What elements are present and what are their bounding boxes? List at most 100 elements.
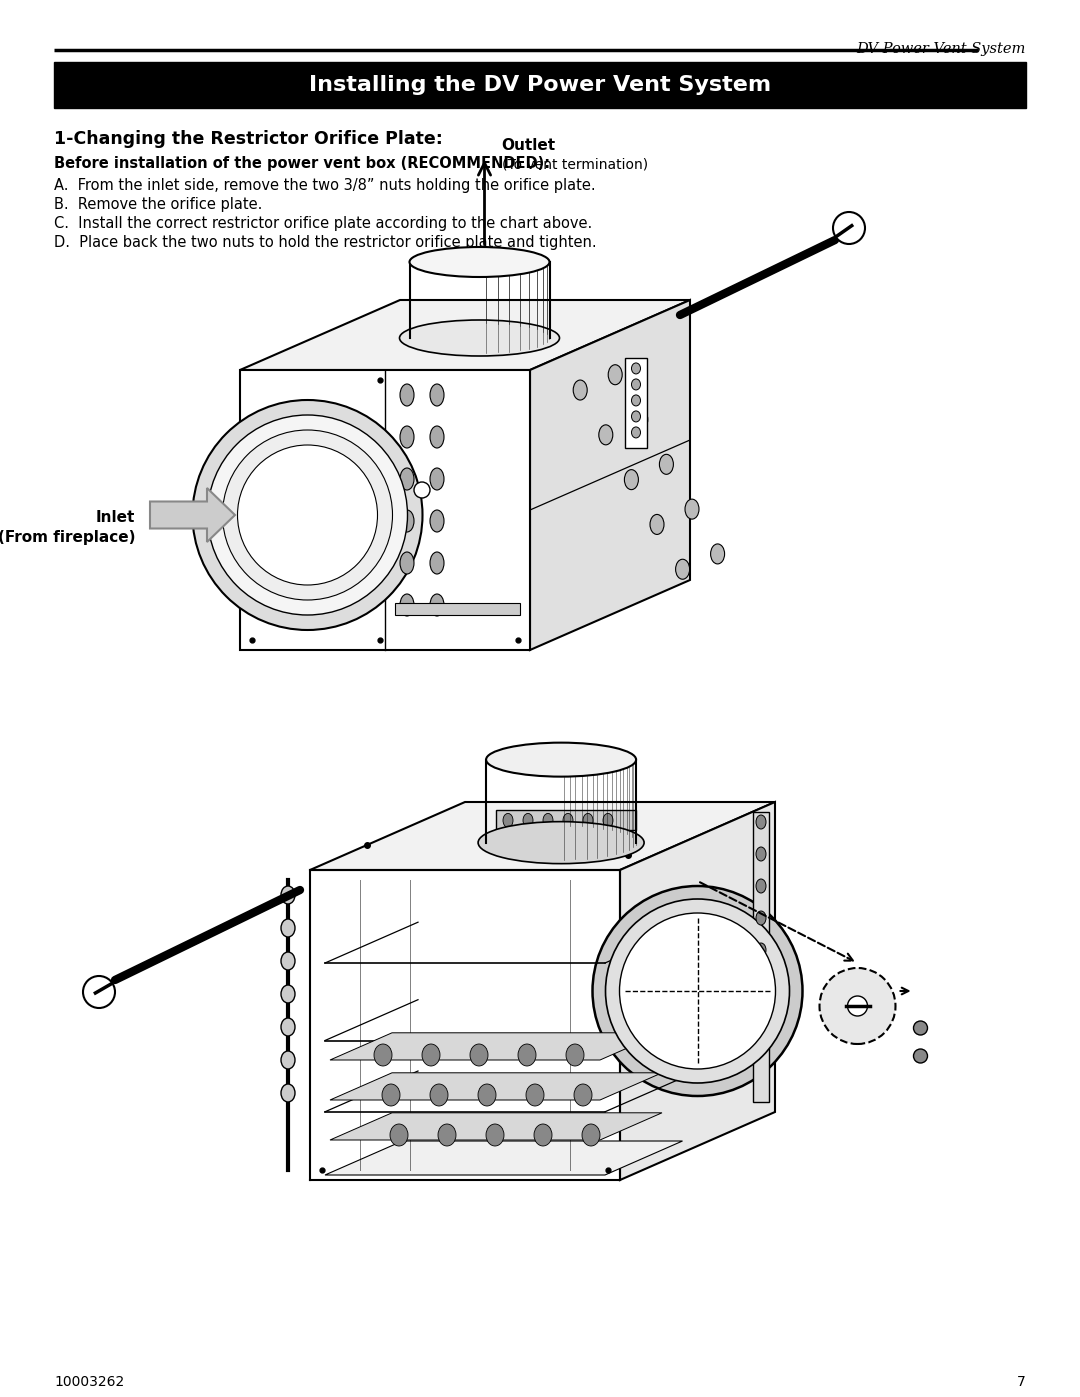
Circle shape — [83, 977, 114, 1009]
Bar — [395, 604, 519, 615]
Ellipse shape — [582, 1125, 600, 1146]
Ellipse shape — [400, 320, 559, 356]
Circle shape — [833, 212, 865, 244]
Ellipse shape — [409, 247, 550, 277]
Ellipse shape — [526, 1084, 544, 1106]
Ellipse shape — [632, 395, 640, 407]
Text: (To vent termination): (To vent termination) — [501, 156, 648, 170]
Ellipse shape — [756, 847, 766, 861]
Ellipse shape — [632, 379, 640, 390]
Polygon shape — [330, 1073, 662, 1099]
Ellipse shape — [563, 813, 573, 827]
Ellipse shape — [573, 380, 588, 400]
Ellipse shape — [478, 1084, 496, 1106]
Text: 1-Changing the Restrictor Orifice Plate:: 1-Changing the Restrictor Orifice Plate: — [54, 130, 443, 148]
Ellipse shape — [438, 1125, 456, 1146]
Ellipse shape — [390, 1125, 408, 1146]
Ellipse shape — [400, 594, 414, 616]
Ellipse shape — [573, 1084, 592, 1106]
Text: B.  Remove the orifice plate.: B. Remove the orifice plate. — [54, 197, 262, 212]
Ellipse shape — [685, 499, 699, 520]
FancyArrow shape — [150, 488, 235, 542]
Ellipse shape — [430, 552, 444, 574]
Ellipse shape — [634, 409, 648, 429]
Circle shape — [593, 886, 802, 1097]
Ellipse shape — [281, 985, 295, 1003]
Ellipse shape — [281, 951, 295, 970]
Ellipse shape — [281, 1084, 295, 1102]
Text: Inlet: Inlet — [96, 510, 135, 525]
Ellipse shape — [711, 543, 725, 564]
Ellipse shape — [422, 1044, 440, 1066]
Text: Before installation of the power vent box (RECOMMENDED):: Before installation of the power vent bo… — [54, 156, 550, 170]
Ellipse shape — [400, 552, 414, 574]
Ellipse shape — [486, 1125, 504, 1146]
Ellipse shape — [598, 425, 612, 444]
Text: 10003262: 10003262 — [54, 1375, 124, 1389]
Text: D.  Place back the two nuts to hold the restrictor orifice plate and tighten.: D. Place back the two nuts to hold the r… — [54, 235, 596, 250]
Text: C.  Install the correct restrictor orifice plate according to the chart above.: C. Install the correct restrictor orific… — [54, 217, 592, 231]
Ellipse shape — [486, 743, 636, 777]
Ellipse shape — [430, 384, 444, 407]
Ellipse shape — [543, 813, 553, 827]
Ellipse shape — [660, 454, 674, 475]
Ellipse shape — [238, 446, 378, 585]
Circle shape — [606, 900, 789, 1083]
Ellipse shape — [650, 514, 664, 535]
Ellipse shape — [756, 814, 766, 828]
Text: DV Power Vent System: DV Power Vent System — [856, 42, 1026, 56]
Ellipse shape — [400, 426, 414, 448]
Polygon shape — [325, 1141, 683, 1175]
Ellipse shape — [566, 1044, 584, 1066]
Ellipse shape — [281, 886, 295, 904]
Ellipse shape — [756, 911, 766, 925]
Ellipse shape — [382, 1084, 400, 1106]
Ellipse shape — [400, 468, 414, 490]
Ellipse shape — [281, 919, 295, 937]
Ellipse shape — [430, 510, 444, 532]
Polygon shape — [330, 1032, 662, 1060]
Text: Outlet: Outlet — [501, 138, 555, 154]
Ellipse shape — [503, 813, 513, 827]
Text: (From fireplace): (From fireplace) — [0, 529, 135, 545]
Ellipse shape — [400, 384, 414, 407]
Circle shape — [914, 1021, 928, 1035]
Polygon shape — [620, 802, 775, 1180]
Ellipse shape — [534, 1125, 552, 1146]
Ellipse shape — [608, 365, 622, 384]
Ellipse shape — [603, 813, 613, 827]
Polygon shape — [310, 802, 775, 870]
Ellipse shape — [207, 415, 407, 615]
Polygon shape — [240, 300, 690, 370]
Ellipse shape — [374, 1044, 392, 1066]
Ellipse shape — [624, 469, 638, 489]
Text: A.  From the inlet side, remove the two 3/8” nuts holding the orifice plate.: A. From the inlet side, remove the two 3… — [54, 177, 596, 193]
Ellipse shape — [632, 363, 640, 374]
Ellipse shape — [400, 510, 414, 532]
Ellipse shape — [430, 426, 444, 448]
Polygon shape — [625, 359, 647, 448]
Ellipse shape — [518, 1044, 536, 1066]
Ellipse shape — [676, 559, 690, 580]
Ellipse shape — [281, 1018, 295, 1037]
Circle shape — [620, 914, 775, 1069]
Ellipse shape — [756, 1007, 766, 1021]
Ellipse shape — [430, 594, 444, 616]
Polygon shape — [496, 810, 635, 830]
Polygon shape — [330, 1113, 662, 1140]
Circle shape — [848, 996, 867, 1016]
Ellipse shape — [430, 1084, 448, 1106]
Ellipse shape — [632, 411, 640, 422]
Text: 7: 7 — [1017, 1375, 1026, 1389]
Ellipse shape — [192, 400, 422, 630]
Ellipse shape — [756, 879, 766, 893]
Text: Installing the DV Power Vent System: Installing the DV Power Vent System — [309, 75, 771, 95]
Ellipse shape — [478, 821, 644, 863]
Polygon shape — [530, 300, 690, 650]
Ellipse shape — [470, 1044, 488, 1066]
Circle shape — [820, 968, 895, 1044]
Circle shape — [414, 482, 430, 497]
Ellipse shape — [523, 813, 534, 827]
Polygon shape — [240, 370, 530, 650]
Ellipse shape — [632, 427, 640, 437]
